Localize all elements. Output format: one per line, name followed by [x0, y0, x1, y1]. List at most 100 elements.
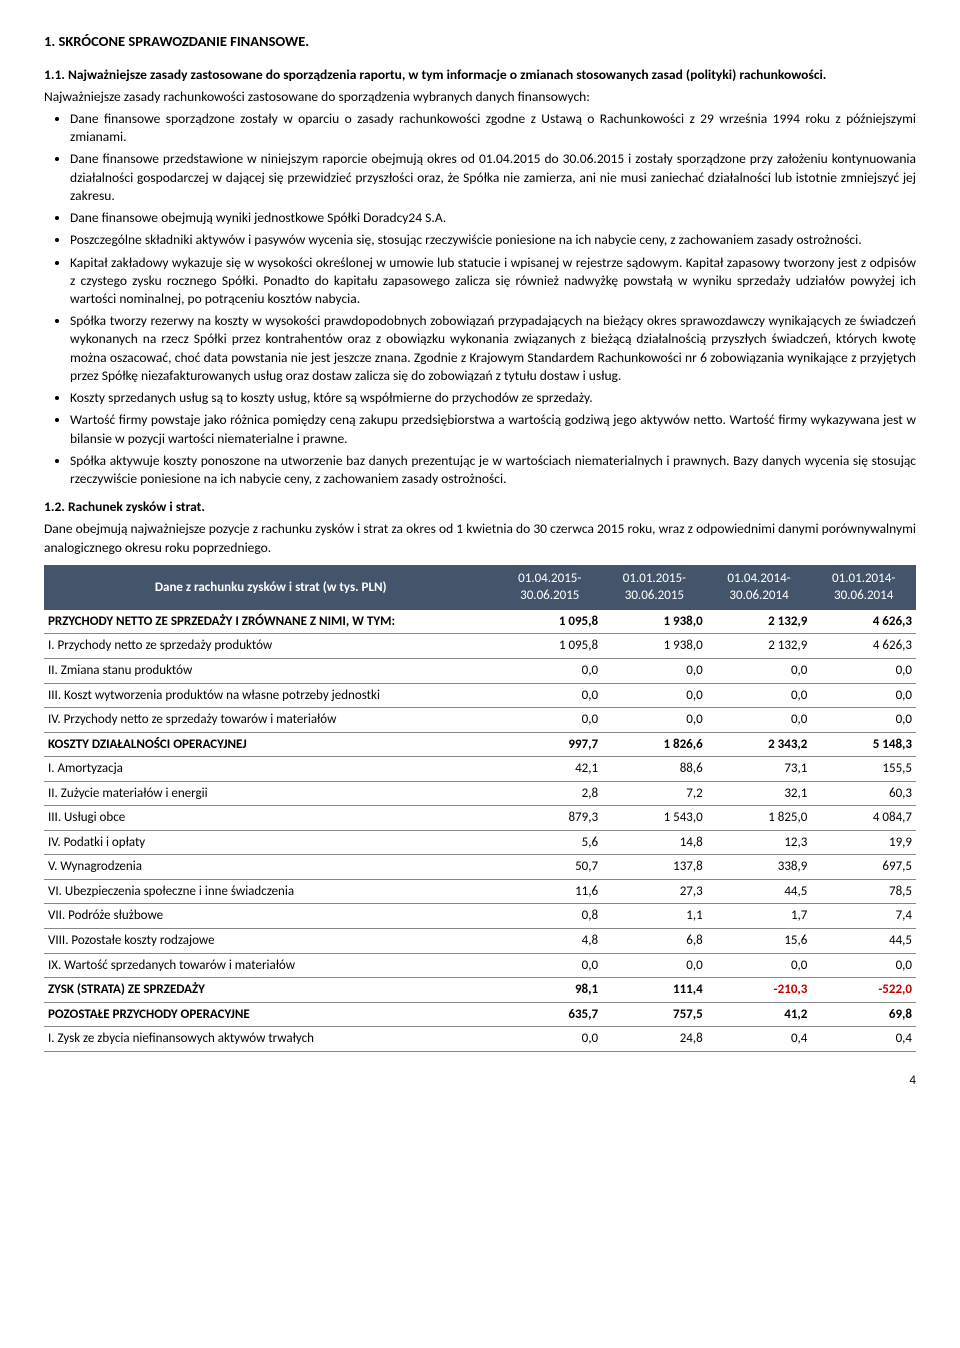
row-label: II. Zużycie materiałów i energii	[44, 781, 497, 806]
row-value: 60,3	[811, 781, 916, 806]
row-value: 2 132,9	[707, 634, 812, 659]
section-1-2-heading: 1.2. Rachunek zysków i strat.	[44, 498, 916, 516]
table-row: IX. Wartość sprzedanych towarów i materi…	[44, 953, 916, 978]
row-value: 0,0	[497, 683, 602, 708]
policy-bullet: Spółka tworzy rezerwy na koszty w wysoko…	[70, 312, 916, 385]
row-label: IX. Wartość sprzedanych towarów i materi…	[44, 953, 497, 978]
row-value: 11,6	[497, 879, 602, 904]
row-value: 42,1	[497, 757, 602, 782]
row-value: 0,0	[811, 659, 916, 684]
row-label: IV. Podatki i opłaty	[44, 830, 497, 855]
row-value: 4 084,7	[811, 806, 916, 831]
income-statement-table: Dane z rachunku zysków i strat (w tys. P…	[44, 565, 916, 1052]
row-value: 697,5	[811, 855, 916, 880]
row-value: 15,6	[707, 929, 812, 954]
table-header-period-2: 01.01.2015-30.06.2015	[602, 565, 707, 610]
table-row: KOSZTY DZIAŁALNOŚCI OPERACYJNEJ997,71 82…	[44, 732, 916, 757]
row-value: 997,7	[497, 732, 602, 757]
row-label: POZOSTAŁE PRZYCHODY OPERACYJNE	[44, 1002, 497, 1027]
row-value: 0,0	[707, 953, 812, 978]
row-value: 879,3	[497, 806, 602, 831]
row-value: 0,4	[811, 1027, 916, 1052]
row-value: 7,2	[602, 781, 707, 806]
row-label: ZYSK (STRATA) ZE SPRZEDAŻY	[44, 978, 497, 1003]
row-value: 32,1	[707, 781, 812, 806]
row-label: I. Zysk ze zbycia niefinansowych aktywów…	[44, 1027, 497, 1052]
row-value: 4 626,3	[811, 634, 916, 659]
row-value: 155,5	[811, 757, 916, 782]
row-label: III. Koszt wytworzenia produktów na włas…	[44, 683, 497, 708]
row-value: 2,8	[497, 781, 602, 806]
row-value: 0,8	[497, 904, 602, 929]
row-value: 0,0	[602, 683, 707, 708]
row-value: 0,0	[497, 708, 602, 733]
row-value: 2 132,9	[707, 610, 812, 634]
intro-para: Najważniejsze zasady rachunkowości zasto…	[44, 88, 916, 106]
table-row: III. Koszt wytworzenia produktów na włas…	[44, 683, 916, 708]
policy-bullet: Kapitał zakładowy wykazuje się w wysokoś…	[70, 254, 916, 309]
policy-bullet: Dane finansowe obejmują wyniki jednostko…	[70, 209, 916, 227]
row-value: 1,1	[602, 904, 707, 929]
row-value: 0,0	[602, 659, 707, 684]
row-value: 41,2	[707, 1002, 812, 1027]
row-value: 4 626,3	[811, 610, 916, 634]
row-value: 44,5	[707, 879, 812, 904]
policy-bullet: Koszty sprzedanych usług są to koszty us…	[70, 389, 916, 407]
row-value: 0,0	[811, 708, 916, 733]
row-value: 0,0	[707, 659, 812, 684]
policy-bullet: Dane finansowe przedstawione w niniejszy…	[70, 150, 916, 205]
section-1-2-para: Dane obejmują najważniejsze pozycje z ra…	[44, 520, 916, 556]
table-row: VII. Podróże służbowe0,81,11,77,4	[44, 904, 916, 929]
row-value: 50,7	[497, 855, 602, 880]
table-row: POZOSTAŁE PRZYCHODY OPERACYJNE635,7757,5…	[44, 1002, 916, 1027]
row-value: 0,0	[497, 659, 602, 684]
row-value: 1 938,0	[602, 610, 707, 634]
policy-bullet: Wartość firmy powstaje jako różnica pomi…	[70, 411, 916, 447]
table-row: IV. Przychody netto ze sprzedaży towarów…	[44, 708, 916, 733]
row-value: 1 095,8	[497, 610, 602, 634]
section-1-1-heading: 1.1. Najważniejsze zasady zastosowane do…	[44, 66, 916, 84]
row-value: 5,6	[497, 830, 602, 855]
table-row: I. Przychody netto ze sprzedaży produktó…	[44, 634, 916, 659]
row-label: VIII. Pozostałe koszty rodzajowe	[44, 929, 497, 954]
row-value: 14,8	[602, 830, 707, 855]
row-value: 111,4	[602, 978, 707, 1003]
row-label: PRZYCHODY NETTO ZE SPRZEDAŻY I ZRÓWNANE …	[44, 610, 497, 634]
table-row: ZYSK (STRATA) ZE SPRZEDAŻY98,1111,4-210,…	[44, 978, 916, 1003]
row-label: KOSZTY DZIAŁALNOŚCI OPERACYJNEJ	[44, 732, 497, 757]
table-row: IV. Podatki i opłaty5,614,812,319,9	[44, 830, 916, 855]
row-value: 0,0	[497, 953, 602, 978]
table-row: VI. Ubezpieczenia społeczne i inne świad…	[44, 879, 916, 904]
row-value: 0,4	[707, 1027, 812, 1052]
row-value: 44,5	[811, 929, 916, 954]
row-value: 19,9	[811, 830, 916, 855]
table-row: II. Zmiana stanu produktów0,00,00,00,0	[44, 659, 916, 684]
row-value: 338,9	[707, 855, 812, 880]
row-label: I. Amortyzacja	[44, 757, 497, 782]
table-row: I. Zysk ze zbycia niefinansowych aktywów…	[44, 1027, 916, 1052]
policy-bullet: Spółka aktywuje koszty ponoszone na utwo…	[70, 452, 916, 488]
row-value: -210,3	[707, 978, 812, 1003]
table-header-period-1: 01.04.2015-30.06.2015	[497, 565, 602, 610]
row-value: 0,0	[811, 953, 916, 978]
row-label: IV. Przychody netto ze sprzedaży towarów…	[44, 708, 497, 733]
row-value: 0,0	[602, 708, 707, 733]
row-value: 12,3	[707, 830, 812, 855]
row-value: 24,8	[602, 1027, 707, 1052]
row-value: 635,7	[497, 1002, 602, 1027]
row-value: 7,4	[811, 904, 916, 929]
section-1-heading: 1. SKRÓCONE SPRAWOZDANIE FINANSOWE.	[44, 32, 916, 52]
row-value: 69,8	[811, 1002, 916, 1027]
page-number: 4	[44, 1072, 916, 1090]
table-row: I. Amortyzacja42,188,673,1155,5	[44, 757, 916, 782]
row-value: 1 095,8	[497, 634, 602, 659]
row-value: -522,0	[811, 978, 916, 1003]
row-value: 0,0	[811, 683, 916, 708]
row-value: 1 826,6	[602, 732, 707, 757]
table-row: VIII. Pozostałe koszty rodzajowe4,86,815…	[44, 929, 916, 954]
row-value: 2 343,2	[707, 732, 812, 757]
row-value: 137,8	[602, 855, 707, 880]
row-value: 73,1	[707, 757, 812, 782]
row-value: 98,1	[497, 978, 602, 1003]
row-value: 0,0	[707, 708, 812, 733]
